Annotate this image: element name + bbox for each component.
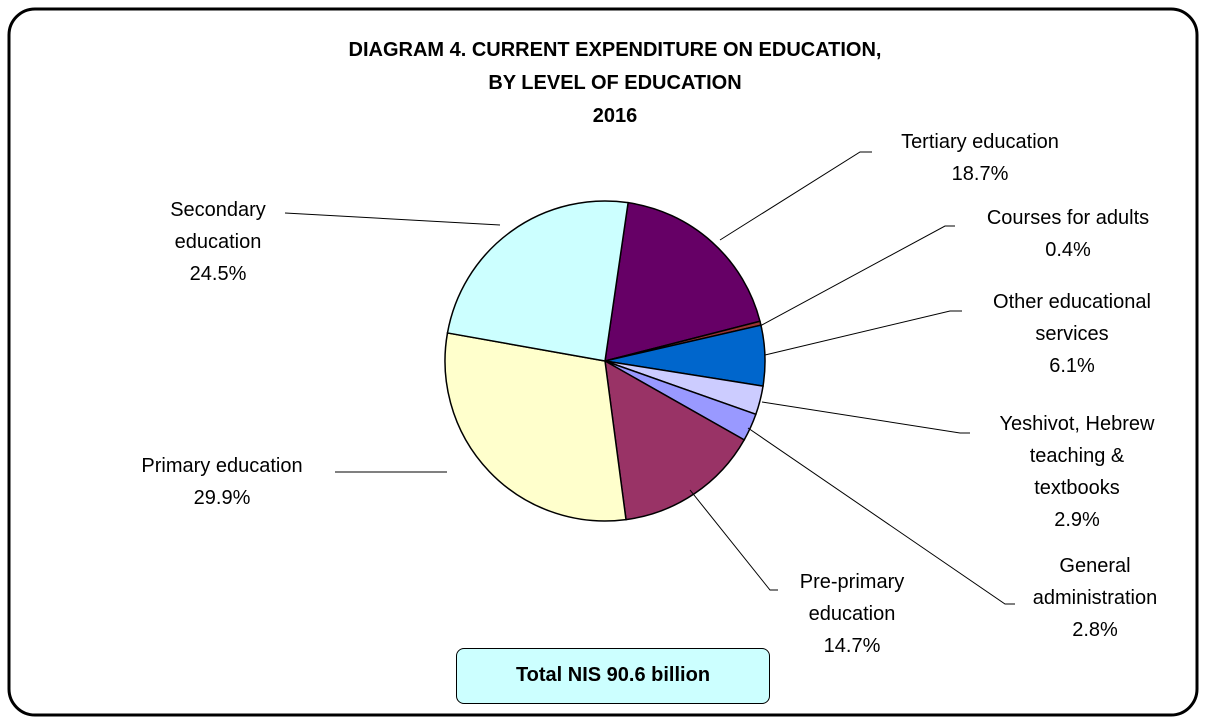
value-label: 18.7% (951, 163, 1009, 185)
slice-label: General administration (1032, 555, 1158, 609)
pie-slice (604, 201, 761, 363)
leader-line (284, 212, 501, 226)
leader-line (719, 151, 872, 241)
total-annotation: Total NIS 90.6 billion (456, 648, 770, 704)
value-label: 2.9% (1054, 509, 1100, 531)
slice-label: Pre-primary education (799, 571, 905, 625)
value-label: 14.7% (823, 635, 881, 657)
leader-line (764, 310, 962, 356)
leader-line (761, 401, 970, 434)
leader-line (759, 225, 955, 327)
pie-slice (604, 359, 746, 521)
leader-line (747, 427, 1015, 605)
slice-label: Courses for adults (986, 207, 1150, 229)
slice-label: Primary education (141, 455, 303, 477)
chart-title: DIAGRAM 4. CURRENT EXPENDITURE ON EDUCAT… (348, 39, 882, 94)
slice-label: Yeshivot, Hebrew teaching & textbooks (999, 413, 1155, 499)
pie-slice (446, 200, 629, 362)
slice-label: Secondary education (170, 199, 266, 253)
pie-slice (444, 332, 627, 522)
slice-label: Other educational services (993, 291, 1151, 345)
slice-label: Tertiary education (901, 131, 1059, 153)
value-label: 0.4% (1045, 239, 1091, 261)
leader-line (689, 489, 778, 591)
value-label: 2.8% (1072, 619, 1118, 641)
value-label: 24.5% (189, 263, 247, 285)
chart-subtitle: 2016 (592, 105, 638, 127)
value-label: 29.9% (193, 487, 251, 509)
value-label: 6.1% (1049, 355, 1095, 377)
frame (7, 7, 1199, 717)
